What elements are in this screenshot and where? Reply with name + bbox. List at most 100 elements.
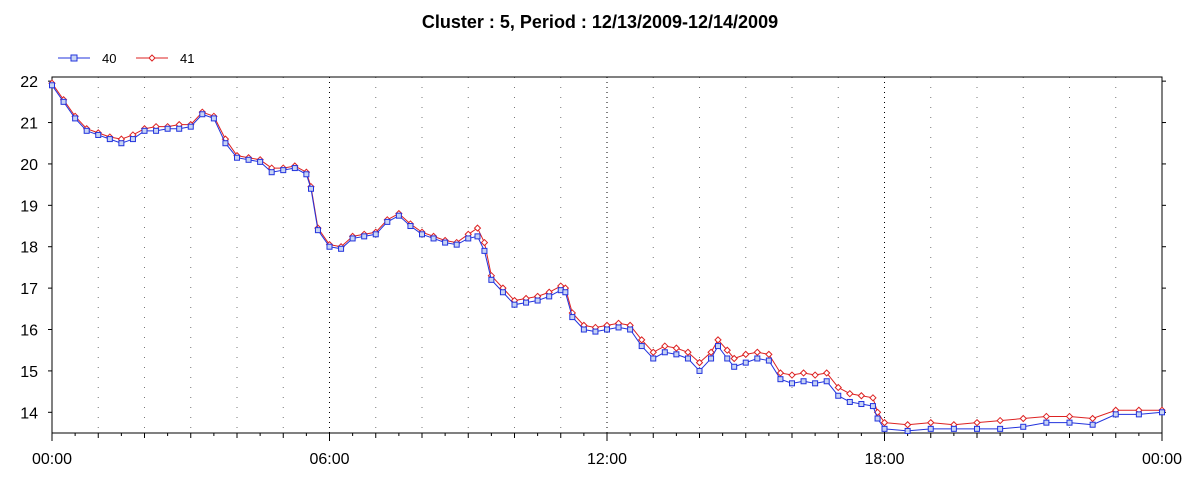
data-point-40 (673, 351, 680, 358)
data-point-40 (858, 401, 865, 408)
data-point-40 (1020, 423, 1027, 430)
data-point-40 (268, 169, 275, 176)
series-40 (49, 82, 1165, 434)
x-tick-label: 06:00 (309, 451, 349, 468)
data-point-40 (696, 367, 703, 374)
legend-marker (148, 54, 156, 62)
data-point-40 (280, 167, 287, 174)
data-point-41 (996, 416, 1004, 425)
data-point-40 (442, 239, 449, 246)
data-point-40 (474, 233, 481, 240)
legend: 40 41 (58, 51, 194, 66)
data-point-41 (765, 350, 773, 359)
data-point-41 (742, 350, 750, 359)
data-point-41 (834, 383, 842, 392)
x-tick-label: 00:00 (32, 451, 72, 468)
data-point-40 (257, 158, 264, 165)
data-point-40 (384, 218, 391, 225)
data-point-40 (1135, 411, 1142, 418)
data-point-41 (880, 418, 889, 427)
data-point-41 (695, 358, 704, 367)
data-point-40 (106, 136, 113, 143)
data-point-40 (812, 380, 819, 387)
data-point-40 (407, 223, 414, 230)
data-point-41 (788, 371, 796, 379)
data-point-40 (361, 233, 368, 240)
data-point-40 (777, 376, 784, 383)
data-point-40 (765, 357, 772, 364)
data-point-40 (314, 227, 321, 234)
data-point-40 (118, 140, 125, 147)
data-point-40 (846, 398, 853, 405)
x-tick-label: 12:00 (587, 451, 627, 468)
data-point-40 (534, 297, 541, 304)
data-point-41 (684, 348, 692, 356)
y-tick-label: 21 (20, 116, 38, 133)
data-point-41 (707, 348, 715, 356)
data-point-40 (881, 425, 888, 432)
y-tick-label: 22 (20, 74, 38, 91)
data-point-41 (637, 336, 646, 344)
data-point-40 (742, 359, 749, 366)
data-point-41 (1042, 412, 1051, 421)
grid-lines (97, 77, 1117, 433)
data-point-41 (480, 238, 489, 247)
data-point-41 (776, 369, 785, 377)
legend-label: 40 (102, 51, 116, 66)
data-point-40 (49, 82, 55, 89)
data-point-40 (823, 378, 830, 385)
data-point-40 (650, 355, 657, 362)
data-point-41 (927, 418, 935, 427)
data-point-40 (562, 289, 569, 296)
data-point-41 (846, 389, 854, 398)
data-point-41 (714, 336, 722, 344)
data-point-40 (60, 98, 67, 105)
data-point-40 (210, 115, 217, 122)
data-point-40 (511, 301, 518, 308)
data-point-41 (973, 418, 981, 427)
data-point-40 (72, 115, 79, 122)
data-point-40 (338, 245, 345, 252)
data-point-40 (604, 326, 610, 333)
series-layer (48, 79, 1166, 434)
data-point-40 (141, 127, 148, 134)
data-point-40 (661, 349, 668, 356)
y-tick-label: 18 (20, 240, 38, 257)
data-point-40 (234, 154, 240, 161)
data-point-40 (927, 425, 934, 432)
x-tick-label: 18:00 (864, 451, 904, 468)
legend-item-41: 41 (136, 51, 194, 66)
data-point-41 (1065, 412, 1074, 421)
data-point-41 (723, 346, 731, 354)
data-point-40 (800, 378, 807, 385)
data-point-41 (903, 421, 912, 429)
data-point-40 (303, 171, 310, 178)
data-point-41 (730, 354, 738, 363)
data-point-40 (129, 136, 136, 143)
data-point-40 (638, 343, 645, 350)
data-point-41 (869, 394, 877, 402)
data-point-40 (1066, 419, 1073, 426)
data-point-40 (481, 247, 488, 254)
data-point-41 (1088, 414, 1097, 423)
axes: 14 15 16 17 18 19 20 21 22 00:00 06:00 12:00 18:00 00… (20, 74, 1182, 468)
data-point-41 (661, 342, 669, 350)
data-point-40 (83, 127, 90, 134)
data-point-40 (731, 363, 738, 370)
data-point-40 (1043, 419, 1050, 426)
data-point-40 (684, 355, 691, 362)
data-point-41 (753, 348, 762, 356)
data-point-40 (1089, 421, 1096, 428)
data-point-40 (715, 343, 721, 350)
data-point-40 (580, 326, 587, 333)
plot-frame (51, 76, 1163, 434)
legend-marker (70, 54, 78, 62)
y-tick-label: 17 (20, 281, 38, 298)
y-tick-label: 14 (20, 405, 38, 422)
data-point-40 (997, 425, 1004, 432)
data-point-41 (473, 224, 482, 232)
data-point-40 (569, 314, 576, 321)
data-point-40 (187, 123, 194, 130)
data-point-40 (419, 231, 425, 238)
data-point-41 (672, 344, 681, 352)
